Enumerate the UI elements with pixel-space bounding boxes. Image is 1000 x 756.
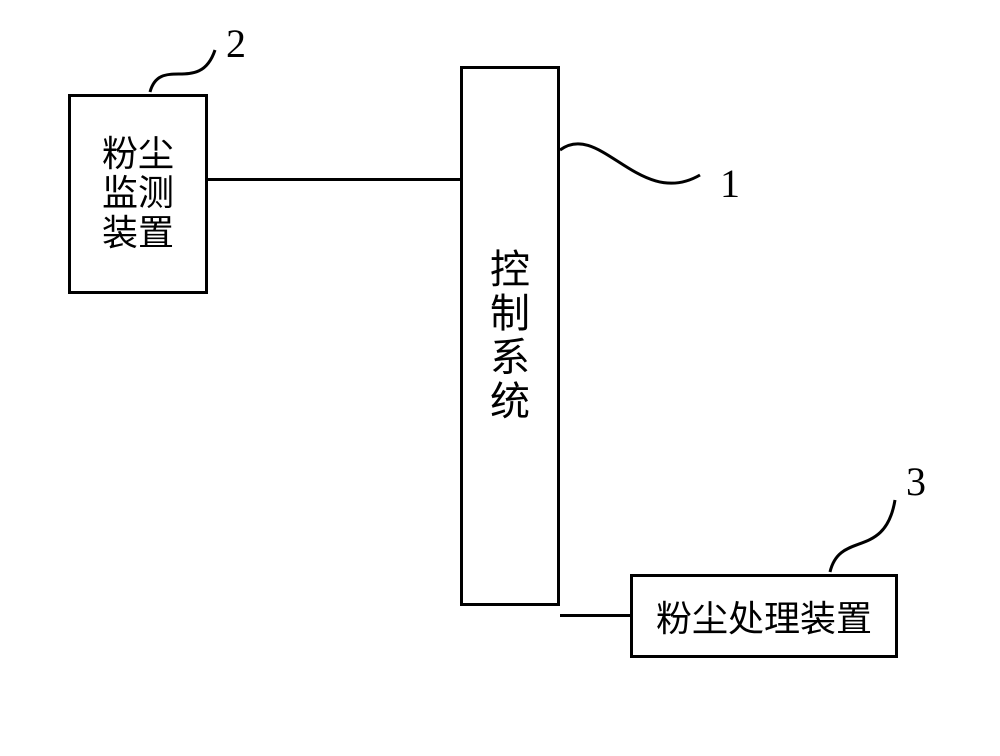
diagram-canvas: { "canvas": { "width": 1000, "height": 7… — [0, 0, 1000, 756]
callout-3-squiggle — [0, 0, 1000, 756]
callout-3-path — [830, 500, 895, 572]
callout-3-number: 3 — [906, 458, 926, 505]
